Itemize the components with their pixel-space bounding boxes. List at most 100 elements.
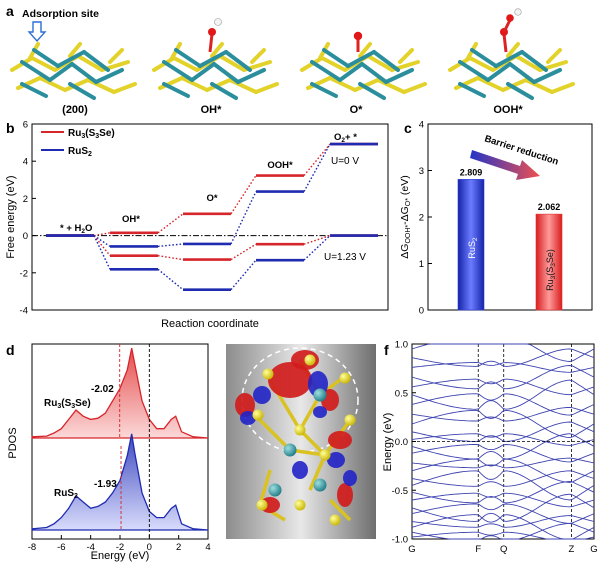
charge-depletion-lobe — [313, 406, 327, 418]
ru-bond — [236, 68, 266, 84]
kpoint-label: Z — [569, 544, 575, 555]
band-line — [411, 481, 595, 504]
band-line — [411, 365, 595, 390]
panel-d: d -8 -6 -4 -2 0 2 4 PDOS Energy (eV) Ru3(S3Se)… — [6, 342, 211, 562]
ru-bond — [506, 82, 534, 100]
panel-f-ylabel: Energy (eV) — [382, 413, 394, 472]
s-bond — [353, 78, 380, 92]
sulfur-atom — [252, 409, 264, 421]
panel-a: a Adsorption site (200) OH* O* OOH* — [6, 3, 575, 116]
panel-b-legend: Ru3(S3Se) RuS2 — [41, 128, 115, 158]
s-bond — [16, 76, 42, 90]
s-bond — [358, 42, 372, 58]
s-bond — [210, 42, 224, 58]
ruthenium-atom — [313, 478, 327, 492]
panel-c-ylabel: ΔGOOH*-ΔGO* (eV) — [399, 175, 412, 258]
potential-label-u0: U=0 V — [331, 156, 359, 167]
panel-b-frame — [31, 123, 389, 311]
s-bond — [454, 76, 480, 90]
state-label-h2o: * + H2O — [60, 223, 92, 235]
adsorbate-bond — [502, 33, 508, 53]
charge-density-structure — [235, 347, 359, 526]
transition-line — [230, 259, 257, 291]
slab-label-200: (200) — [62, 104, 88, 116]
transition-line — [303, 143, 331, 192]
band-line — [411, 492, 595, 508]
y-tick-label: 6 — [23, 120, 28, 131]
s-bond — [366, 54, 394, 72]
ru-bond — [94, 68, 124, 84]
state-label-ooh: OOH* — [267, 160, 293, 171]
hydrogen-atom — [214, 18, 222, 26]
band-line — [411, 379, 595, 410]
ru-bond — [458, 82, 486, 98]
y-tick-label: -1.0 — [392, 535, 408, 546]
s-bond — [546, 48, 562, 64]
panel-f-plot: -1.0 -0.5 0.0 0.5 1.0 G F Q Z G — [392, 340, 598, 556]
s-bond — [376, 78, 406, 94]
ru-bond — [224, 50, 252, 72]
y-tick-label: 0 — [419, 306, 424, 317]
charge-accumulation-lobe — [268, 362, 312, 398]
kpoint-label: G — [408, 544, 415, 555]
bond — [308, 454, 327, 491]
transition-line — [230, 243, 257, 261]
ru-bond — [508, 62, 536, 84]
x-tick-label: -8 — [28, 542, 36, 553]
ru-bond — [310, 82, 338, 98]
band-line — [411, 406, 595, 422]
band-line — [411, 493, 595, 522]
panel-f-letter: f — [384, 342, 389, 358]
band-line — [411, 503, 595, 524]
ru-bond — [162, 60, 194, 82]
bar-value-label: 2.809 — [460, 167, 483, 177]
adsorbate-bond — [502, 19, 512, 33]
band-line — [411, 443, 595, 463]
ru-bond — [338, 62, 364, 82]
adsorption-site-label: Adsorption site — [22, 8, 99, 20]
transition-line — [303, 235, 331, 261]
y-tick-label: 0 — [23, 231, 28, 242]
s-bond — [306, 76, 332, 90]
ru-bond — [48, 62, 74, 82]
s-bond — [254, 82, 279, 94]
s-bond — [108, 48, 124, 64]
transition-line — [157, 268, 184, 291]
bond — [328, 498, 352, 522]
sulfur-atom — [294, 424, 306, 436]
ru-bond — [82, 50, 110, 72]
ru-bond — [212, 62, 240, 84]
panel-c: c 0 1 2 3 4 ΔGOOH*-ΔGO* (eV) 2.809 2.062 RuS2 R… — [399, 120, 593, 317]
kpoint-label: Q — [500, 544, 507, 555]
transition-line — [93, 235, 111, 270]
charge-depletion-lobe — [292, 461, 308, 479]
s-bond — [476, 76, 505, 92]
band-line — [411, 409, 595, 439]
s-bond — [180, 76, 209, 92]
pdos-label-ru3s3se: Ru3(S3Se) — [44, 398, 91, 410]
x-tick-label: -2 — [116, 542, 124, 553]
sulfur-atom — [344, 414, 356, 426]
transition-line — [157, 243, 184, 248]
y-tick-label: -0.5 — [392, 486, 408, 497]
charge-depletion-lobe — [343, 470, 357, 486]
ru-bond — [190, 62, 216, 82]
ru-bond — [520, 50, 548, 72]
s-bond — [501, 78, 528, 92]
band-line — [411, 421, 595, 442]
panel-c-y-axis: 0 1 2 3 4 — [419, 120, 432, 317]
ru-bond — [32, 48, 60, 68]
bar-value-label: 2.062 — [538, 202, 561, 212]
y-tick-label: 4 — [23, 157, 28, 168]
s-bond — [320, 56, 347, 72]
y-tick-label: 1 — [419, 259, 424, 270]
pdos-area — [31, 347, 209, 439]
panel-d-ylabel: PDOS — [7, 427, 19, 458]
ruthenium-atom — [268, 483, 282, 497]
band-line — [411, 514, 595, 540]
bar-category-label: Ru3(S3Se) — [545, 249, 557, 291]
y-tick-label: -4 — [20, 306, 28, 317]
band-line — [411, 457, 595, 469]
slab-label-oh: OH* — [201, 104, 223, 116]
